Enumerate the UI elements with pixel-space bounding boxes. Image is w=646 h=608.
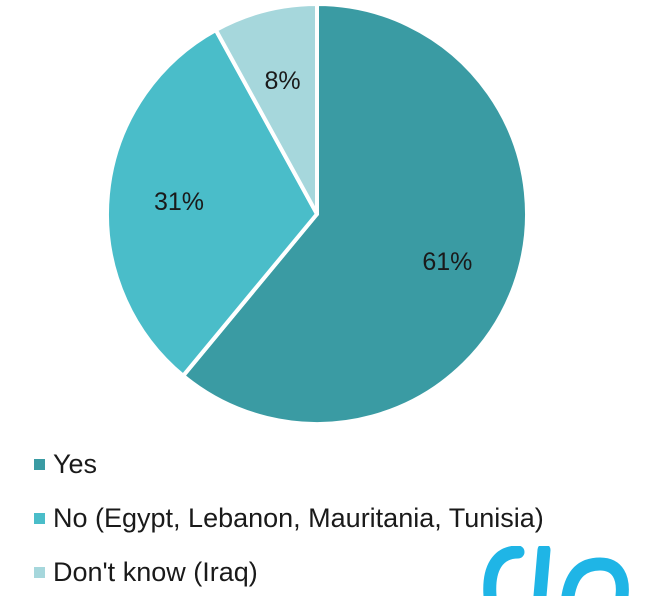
- watermark-stroke-l: [533, 546, 551, 596]
- pie-data-labels: 61% 31% 8%: [154, 67, 472, 276]
- watermark-stroke-c: [483, 546, 525, 596]
- pie-label-no: 31%: [154, 188, 204, 216]
- pie-label-yes: 61%: [422, 248, 472, 276]
- legend-label-dont-know: Don't know (Iraq): [53, 556, 258, 587]
- pie-slice-no: [105, 27, 319, 378]
- pie-label-dont-know: 8%: [264, 67, 300, 95]
- legend-label-no: No (Egypt, Lebanon, Mauritania, Tunisia): [53, 502, 544, 533]
- legend-swatch-no: [34, 512, 45, 524]
- legend-swatch-yes: [34, 458, 45, 470]
- watermark-logo: [483, 546, 629, 596]
- legend-item-dont-know: Don't know (Iraq): [34, 554, 544, 590]
- pie-slice-dont-know: [213, 2, 319, 216]
- pie-slices: [105, 2, 529, 426]
- legend-item-yes: Yes: [34, 446, 544, 482]
- legend-swatch-dont-know: [34, 566, 45, 578]
- legend-label-yes: Yes: [53, 448, 98, 479]
- legend-item-no: No (Egypt, Lebanon, Mauritania, Tunisia): [34, 500, 544, 536]
- watermark-stroke-o: [561, 557, 629, 596]
- legend: Yes No (Egypt, Lebanon, Mauritania, Tuni…: [34, 446, 544, 608]
- pie-slice-yes: [181, 2, 529, 426]
